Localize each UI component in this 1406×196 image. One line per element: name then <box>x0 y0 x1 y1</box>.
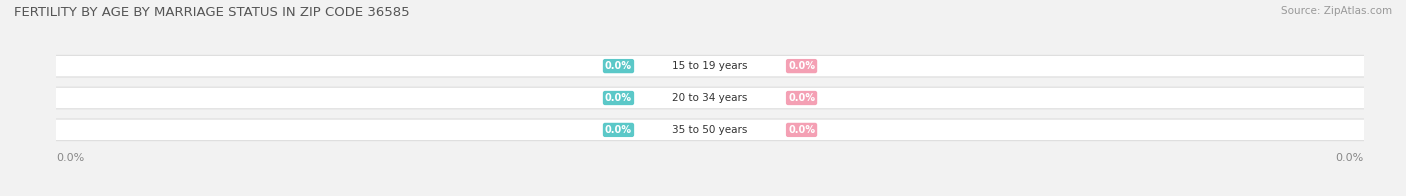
FancyBboxPatch shape <box>37 119 1384 141</box>
Text: 0.0%: 0.0% <box>605 93 633 103</box>
Text: 0.0%: 0.0% <box>1336 153 1364 163</box>
Text: 0.0%: 0.0% <box>787 125 815 135</box>
Text: 0.0%: 0.0% <box>787 93 815 103</box>
FancyBboxPatch shape <box>37 87 1384 109</box>
Text: 0.0%: 0.0% <box>787 61 815 71</box>
FancyBboxPatch shape <box>37 55 1384 77</box>
Text: 20 to 34 years: 20 to 34 years <box>672 93 748 103</box>
Text: 15 to 19 years: 15 to 19 years <box>672 61 748 71</box>
Text: Source: ZipAtlas.com: Source: ZipAtlas.com <box>1281 6 1392 16</box>
Text: 0.0%: 0.0% <box>605 61 633 71</box>
Text: 0.0%: 0.0% <box>56 153 84 163</box>
Text: 35 to 50 years: 35 to 50 years <box>672 125 748 135</box>
Text: 0.0%: 0.0% <box>605 125 633 135</box>
Text: FERTILITY BY AGE BY MARRIAGE STATUS IN ZIP CODE 36585: FERTILITY BY AGE BY MARRIAGE STATUS IN Z… <box>14 6 409 19</box>
